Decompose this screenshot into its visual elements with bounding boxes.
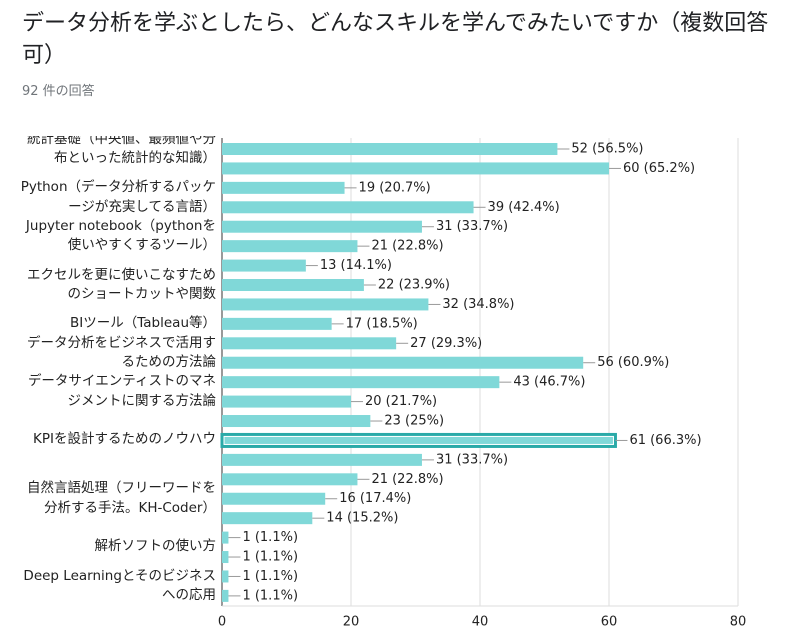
value-label: 43 (46.7%)	[513, 375, 585, 390]
bar	[222, 201, 474, 214]
category-label: BIツール（Tableau等）	[70, 314, 216, 331]
bar	[222, 279, 364, 292]
chart: 0 20 40 60 80 52 (56.5%) 60 (65.2%) 19 (20.7%) 3…	[218, 138, 747, 630]
category-label: 解析ソフトの使い方	[94, 538, 217, 555]
value-label: 1 (1.1%)	[242, 588, 298, 603]
category-label: データサイエンティストのマネジメントに関する方法論	[27, 373, 216, 409]
category-label: Python（データ分析するパッケージが充実してる言語）	[20, 179, 216, 215]
x-tick-label: 60	[601, 615, 618, 630]
category-label: データ分析をビジネスで活用するための方法論	[27, 334, 216, 371]
category-label: 統計基礎（中央値、最頻値や分布といった統計的な知識）	[27, 136, 216, 166]
bar	[222, 512, 313, 525]
bar	[222, 570, 229, 583]
title: データ分析を学ぶとしたら、どんなスキルを学んでみたいですか（複数回答可）	[22, 11, 769, 68]
value-label: 61 (66.3%)	[629, 433, 701, 448]
category-label: エクセルを更に使いこなすためのショートカットや関数	[27, 266, 216, 303]
chart-area: 0 20 40 60 80 52 (56.5%) 60 (65.2%) 19 (20.7%) 3…	[0, 136, 800, 643]
bar	[222, 589, 229, 602]
bar-highlight	[223, 435, 614, 445]
value-label: 16 (17.4%)	[339, 491, 411, 506]
value-label: 20 (21.7%)	[365, 394, 437, 409]
value-label: 31 (33.7%)	[436, 219, 508, 234]
value-label: 19 (20.7%)	[359, 180, 431, 195]
value-label: 27 (29.3%)	[410, 336, 482, 351]
bar	[222, 181, 345, 194]
bar	[222, 259, 306, 272]
bar	[222, 551, 229, 564]
x-tick-label: 20	[343, 615, 360, 630]
value-label: 1 (1.1%)	[242, 569, 298, 584]
bar	[222, 317, 332, 330]
x-tick-label: 80	[730, 615, 747, 630]
value-label: 17 (18.5%)	[346, 316, 418, 331]
value-label: 31 (33.7%)	[436, 452, 508, 467]
value-label: 21 (22.8%)	[371, 472, 443, 487]
value-label: 1 (1.1%)	[242, 530, 298, 545]
response-count: 92 件の回答	[22, 84, 95, 99]
bar	[222, 453, 422, 466]
bar	[222, 531, 229, 544]
value-label: 21 (22.8%)	[371, 239, 443, 254]
bar	[222, 356, 584, 369]
bar	[222, 492, 326, 505]
bar	[222, 240, 358, 253]
bar	[222, 415, 371, 428]
value-label: 22 (23.9%)	[378, 278, 450, 293]
bar	[222, 395, 351, 408]
x-tick-label: 0	[218, 615, 226, 630]
bar	[222, 162, 609, 175]
bar	[222, 337, 397, 350]
value-label: 23 (25%)	[384, 414, 444, 429]
bar	[222, 143, 558, 155]
category-label: 自然言語処理（フリーワードを分析する手法。KH-Coder）	[27, 480, 216, 516]
x-tick-label: 40	[472, 615, 489, 630]
category-label: KPIを設計するためのノウハウ	[33, 431, 216, 448]
bar	[222, 220, 422, 233]
value-label: 60 (65.2%)	[623, 161, 695, 176]
value-label: 32 (34.8%)	[442, 297, 514, 312]
value-label: 56 (60.9%)	[597, 355, 669, 370]
value-label: 14 (15.2%)	[326, 511, 398, 526]
bar	[222, 473, 358, 486]
value-label: 39 (42.4%)	[488, 200, 560, 215]
bar	[222, 298, 429, 311]
value-label: 13 (14.1%)	[320, 258, 392, 273]
category-label: Deep Learningとそのビジネスへの応用	[23, 567, 216, 604]
value-label: 1 (1.1%)	[242, 550, 298, 565]
bar	[222, 376, 500, 389]
value-label: 52 (56.5%)	[571, 142, 643, 157]
category-label: Jupyter notebook（pythonを使いやすくするツール）	[25, 217, 216, 254]
